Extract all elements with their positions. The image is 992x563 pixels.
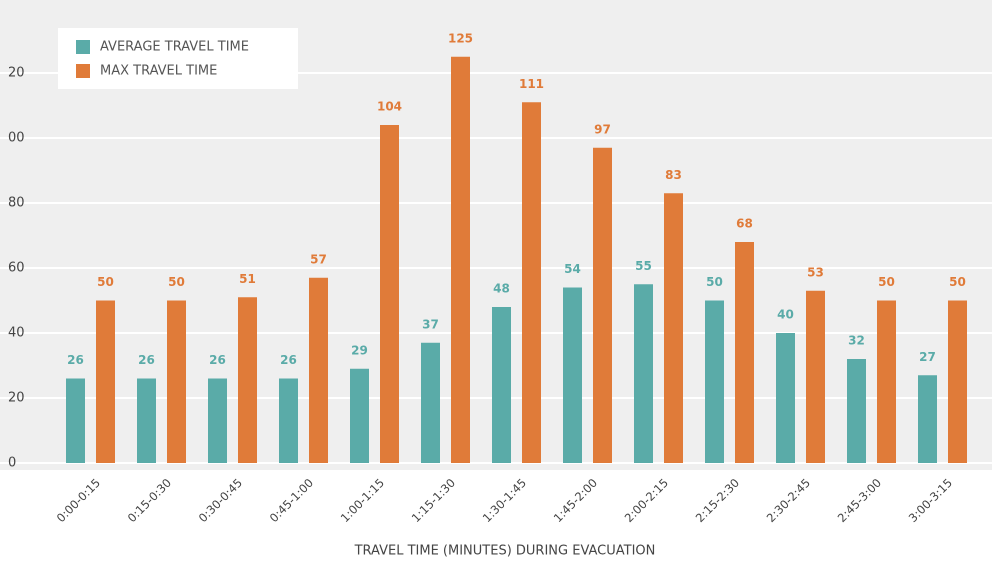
value-label: 48 (493, 282, 510, 296)
legend-swatch (76, 40, 90, 54)
x-tick-label: 2:00-2:15 (622, 476, 671, 525)
bar (634, 284, 653, 463)
value-label: 111 (519, 77, 544, 91)
value-label: 50 (878, 275, 895, 289)
bar (705, 300, 724, 463)
bar (492, 307, 511, 463)
value-label: 32 (848, 334, 865, 348)
value-label: 40 (777, 308, 794, 322)
bar (421, 342, 440, 463)
value-label: 50 (97, 275, 114, 289)
bar (96, 300, 115, 463)
value-label: 50 (168, 275, 185, 289)
bar (806, 290, 825, 463)
value-label: 54 (564, 262, 581, 276)
bar (279, 378, 298, 463)
legend-box (58, 28, 298, 89)
y-tick-label: 00 (8, 131, 25, 146)
bar (66, 378, 85, 463)
y-tick-label: 60 (8, 261, 25, 276)
value-label: 125 (448, 31, 473, 45)
bar (735, 242, 754, 463)
bar (238, 297, 257, 463)
bar (309, 277, 328, 463)
y-tick-label: 20 (8, 66, 25, 81)
value-label: 55 (635, 259, 652, 273)
bar (664, 193, 683, 463)
value-label: 26 (138, 353, 155, 367)
x-tick-label: 0:00-0:15 (54, 476, 103, 525)
legend-label: AVERAGE TRAVEL TIME (100, 40, 249, 55)
x-tick-label: 2:45-3:00 (835, 476, 884, 525)
x-axis-title: TRAVEL TIME (MINUTES) DURING EVACUATION (354, 544, 656, 559)
x-tick-label: 1:45-2:00 (551, 476, 600, 525)
bar (948, 300, 967, 463)
bar (208, 378, 227, 463)
bar (776, 333, 795, 463)
value-label: 50 (949, 275, 966, 289)
value-label: 51 (239, 272, 256, 286)
bar (380, 125, 399, 463)
x-tick-label: 1:00-1:15 (338, 476, 387, 525)
bar (847, 359, 866, 463)
legend-swatch (76, 64, 90, 78)
x-tick-label: 1:15-1:30 (409, 476, 458, 525)
value-label: 29 (351, 343, 368, 357)
bar (877, 300, 896, 463)
x-tick-label: 0:45-1:00 (267, 476, 316, 525)
x-tick-label: 0:30-0:45 (196, 476, 245, 525)
y-tick-label: 40 (8, 326, 25, 341)
bar (522, 102, 541, 463)
bar (563, 287, 582, 463)
bar (451, 56, 470, 463)
value-label: 68 (736, 217, 753, 231)
bar (137, 378, 156, 463)
x-tick-label: 3:00-3:15 (906, 476, 955, 525)
x-tick-label: 2:15-2:30 (693, 476, 742, 525)
legend-label: MAX TRAVEL TIME (100, 64, 217, 79)
value-label: 53 (807, 265, 824, 279)
bar (350, 368, 369, 463)
value-label: 26 (280, 353, 297, 367)
value-label: 27 (919, 350, 936, 364)
x-tick-label: 0:15-0:30 (125, 476, 174, 525)
value-label: 97 (594, 122, 611, 136)
y-tick-label: 20 (8, 391, 25, 406)
value-label: 37 (422, 317, 439, 331)
bar (918, 375, 937, 463)
x-tick-label: 1:30-1:45 (480, 476, 529, 525)
value-label: 104 (377, 100, 402, 114)
bar (167, 300, 186, 463)
value-label: 26 (67, 353, 84, 367)
y-tick-label: 0 (8, 456, 16, 471)
value-label: 26 (209, 353, 226, 367)
value-label: 83 (665, 168, 682, 182)
bar (593, 147, 612, 463)
value-label: 57 (310, 252, 327, 266)
value-label: 50 (706, 275, 723, 289)
y-tick-label: 80 (8, 196, 25, 211)
x-tick-label: 2:30-2:45 (764, 476, 813, 525)
